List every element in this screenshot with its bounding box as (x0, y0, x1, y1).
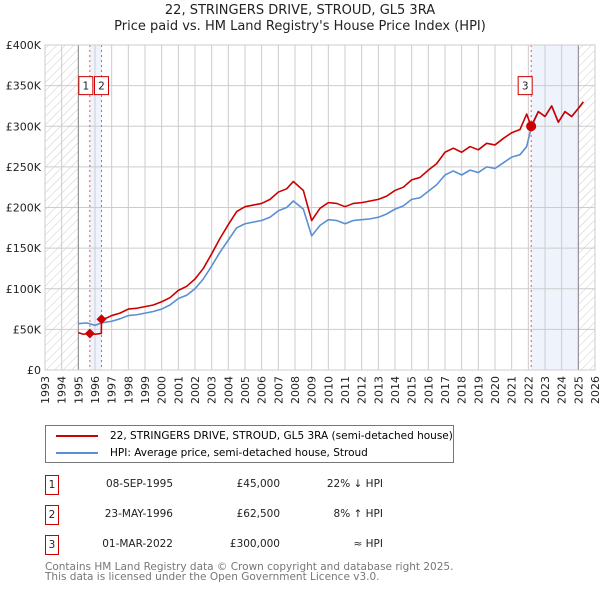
x-tick-label: 1994 (56, 376, 69, 404)
x-tick-label: 1995 (72, 376, 85, 404)
x-tick-label: 2011 (339, 376, 352, 404)
footer-line: This data is licensed under the Open Gov… (45, 571, 380, 583)
legend-item-property: 22, STRINGERS DRIVE, STROUD, GL5 3RA (se… (56, 430, 453, 442)
y-tick-label: £300K (6, 120, 42, 133)
y-tick-label: £250K (6, 161, 42, 174)
y-tick-label: £350K (6, 80, 42, 93)
x-tick-label: 2005 (239, 376, 252, 404)
footer-line: Contains HM Land Registry data © Crown c… (45, 561, 454, 573)
sale-number-box (94, 76, 109, 96)
legend: 22, STRINGERS DRIVE, STROUD, GL5 3RA (se… (45, 425, 454, 463)
sale-row: 3 01-MAR-2022 £300,000 ≈ HPI (45, 535, 405, 555)
property-price-line (78, 101, 584, 336)
x-tick-label: 2007 (272, 376, 285, 404)
sale-date: 01-MAR-2022 (102, 538, 173, 550)
y-tick-label: £150K (6, 242, 42, 255)
y-tick-label: £200K (6, 202, 42, 215)
y-tick-label: £100K (6, 283, 42, 296)
x-tick-label: 1998 (122, 376, 135, 404)
sale-marker-label: 1 (45, 475, 59, 495)
x-tick-label: 2006 (256, 376, 269, 404)
sale-point-marker (84, 328, 95, 339)
sale-marker-label: 3 (45, 535, 59, 555)
x-tick-label: 2020 (489, 376, 502, 404)
chart-title: 22, STRINGERS DRIVE, STROUD, GL5 3RA (164, 3, 436, 18)
sale-number-box (517, 76, 533, 96)
x-tick-label: 2017 (439, 376, 452, 404)
legend-label: HPI: Average price, semi-detached house,… (110, 447, 368, 459)
y-tick-label: £0 (27, 364, 41, 377)
x-tick-label: 2010 (322, 376, 335, 404)
price-chart: £0 £50K £100K £150K £200K £250K £300K £350K £400… (6, 39, 600, 404)
x-tick-label: 2021 (506, 376, 519, 404)
sale-marker-label: 2 (45, 505, 59, 525)
chart-subtitle: Price paid vs. HM Land Registry's House … (114, 19, 486, 34)
sale-date: 08-SEP-1995 (105, 478, 173, 490)
sale-hpi-comparison: 22% ↓ HPI (326, 478, 383, 490)
hpi-line (78, 101, 584, 327)
x-tick-label: 2023 (539, 376, 552, 404)
x-tick-label: 2008 (289, 376, 302, 404)
sale-row: 2 23-MAY-1996 £62,500 8% ↑ HPI (45, 505, 405, 525)
sale-number-label: 1 (82, 81, 89, 93)
sale-number-label: 2 (98, 81, 105, 93)
sale-price: £300,000 (229, 538, 280, 550)
x-tick-label: 2022 (522, 376, 535, 404)
x-tick-label: 1997 (106, 376, 119, 404)
x-tick-label: 2004 (222, 376, 235, 404)
sale-hpi-comparison: ≈ HPI (353, 538, 383, 550)
x-tick-label: 2018 (456, 376, 469, 404)
legend-item-hpi: HPI: Average price, semi-detached house,… (56, 447, 368, 459)
x-tick-label: 2000 (156, 376, 169, 404)
footer: Contains HM Land Registry data © Crown c… (45, 561, 454, 583)
x-tick-label: 2003 (206, 376, 219, 404)
legend-swatch-blue (56, 452, 98, 454)
x-tick-label: 2014 (389, 376, 402, 404)
x-tick-label: 2009 (306, 376, 319, 404)
x-tick-label: 2001 (172, 376, 185, 404)
x-tick-label: 2026 (589, 376, 600, 404)
sale-number-label: 3 (522, 81, 529, 93)
sale-hpi-comparison: 8% ↑ HPI (333, 508, 383, 520)
x-tick-label: 1996 (89, 376, 102, 404)
x-tick-label: 2012 (356, 376, 369, 404)
x-tick-label: 2024 (556, 376, 569, 404)
legend-label: 22, STRINGERS DRIVE, STROUD, GL5 3RA (se… (110, 430, 453, 442)
x-tick-label: 2025 (572, 376, 585, 404)
x-tick-label: 1999 (139, 376, 152, 404)
y-tick-label: £400K (6, 39, 42, 52)
x-tick-label: 2013 (372, 376, 385, 404)
legend-swatch-red (56, 435, 98, 437)
sale-point-marker (526, 121, 537, 132)
sale-number-box (78, 76, 94, 96)
x-tick-label: 1993 (39, 376, 52, 404)
sale-price: £45,000 (236, 478, 280, 490)
x-tick-label: 2015 (406, 376, 419, 404)
x-tick-label: 2019 (472, 376, 485, 404)
x-tick-label: 2016 (422, 376, 435, 404)
x-tick-label: 2002 (189, 376, 202, 404)
sale-price: £62,500 (236, 508, 280, 520)
y-tick-label: £50K (13, 323, 42, 336)
sale-point-marker (96, 314, 107, 325)
sale-date: 23-MAY-1996 (104, 508, 173, 520)
sale-row: 1 08-SEP-1995 £45,000 22% ↓ HPI (45, 475, 405, 495)
plot-frame (44, 44, 596, 371)
